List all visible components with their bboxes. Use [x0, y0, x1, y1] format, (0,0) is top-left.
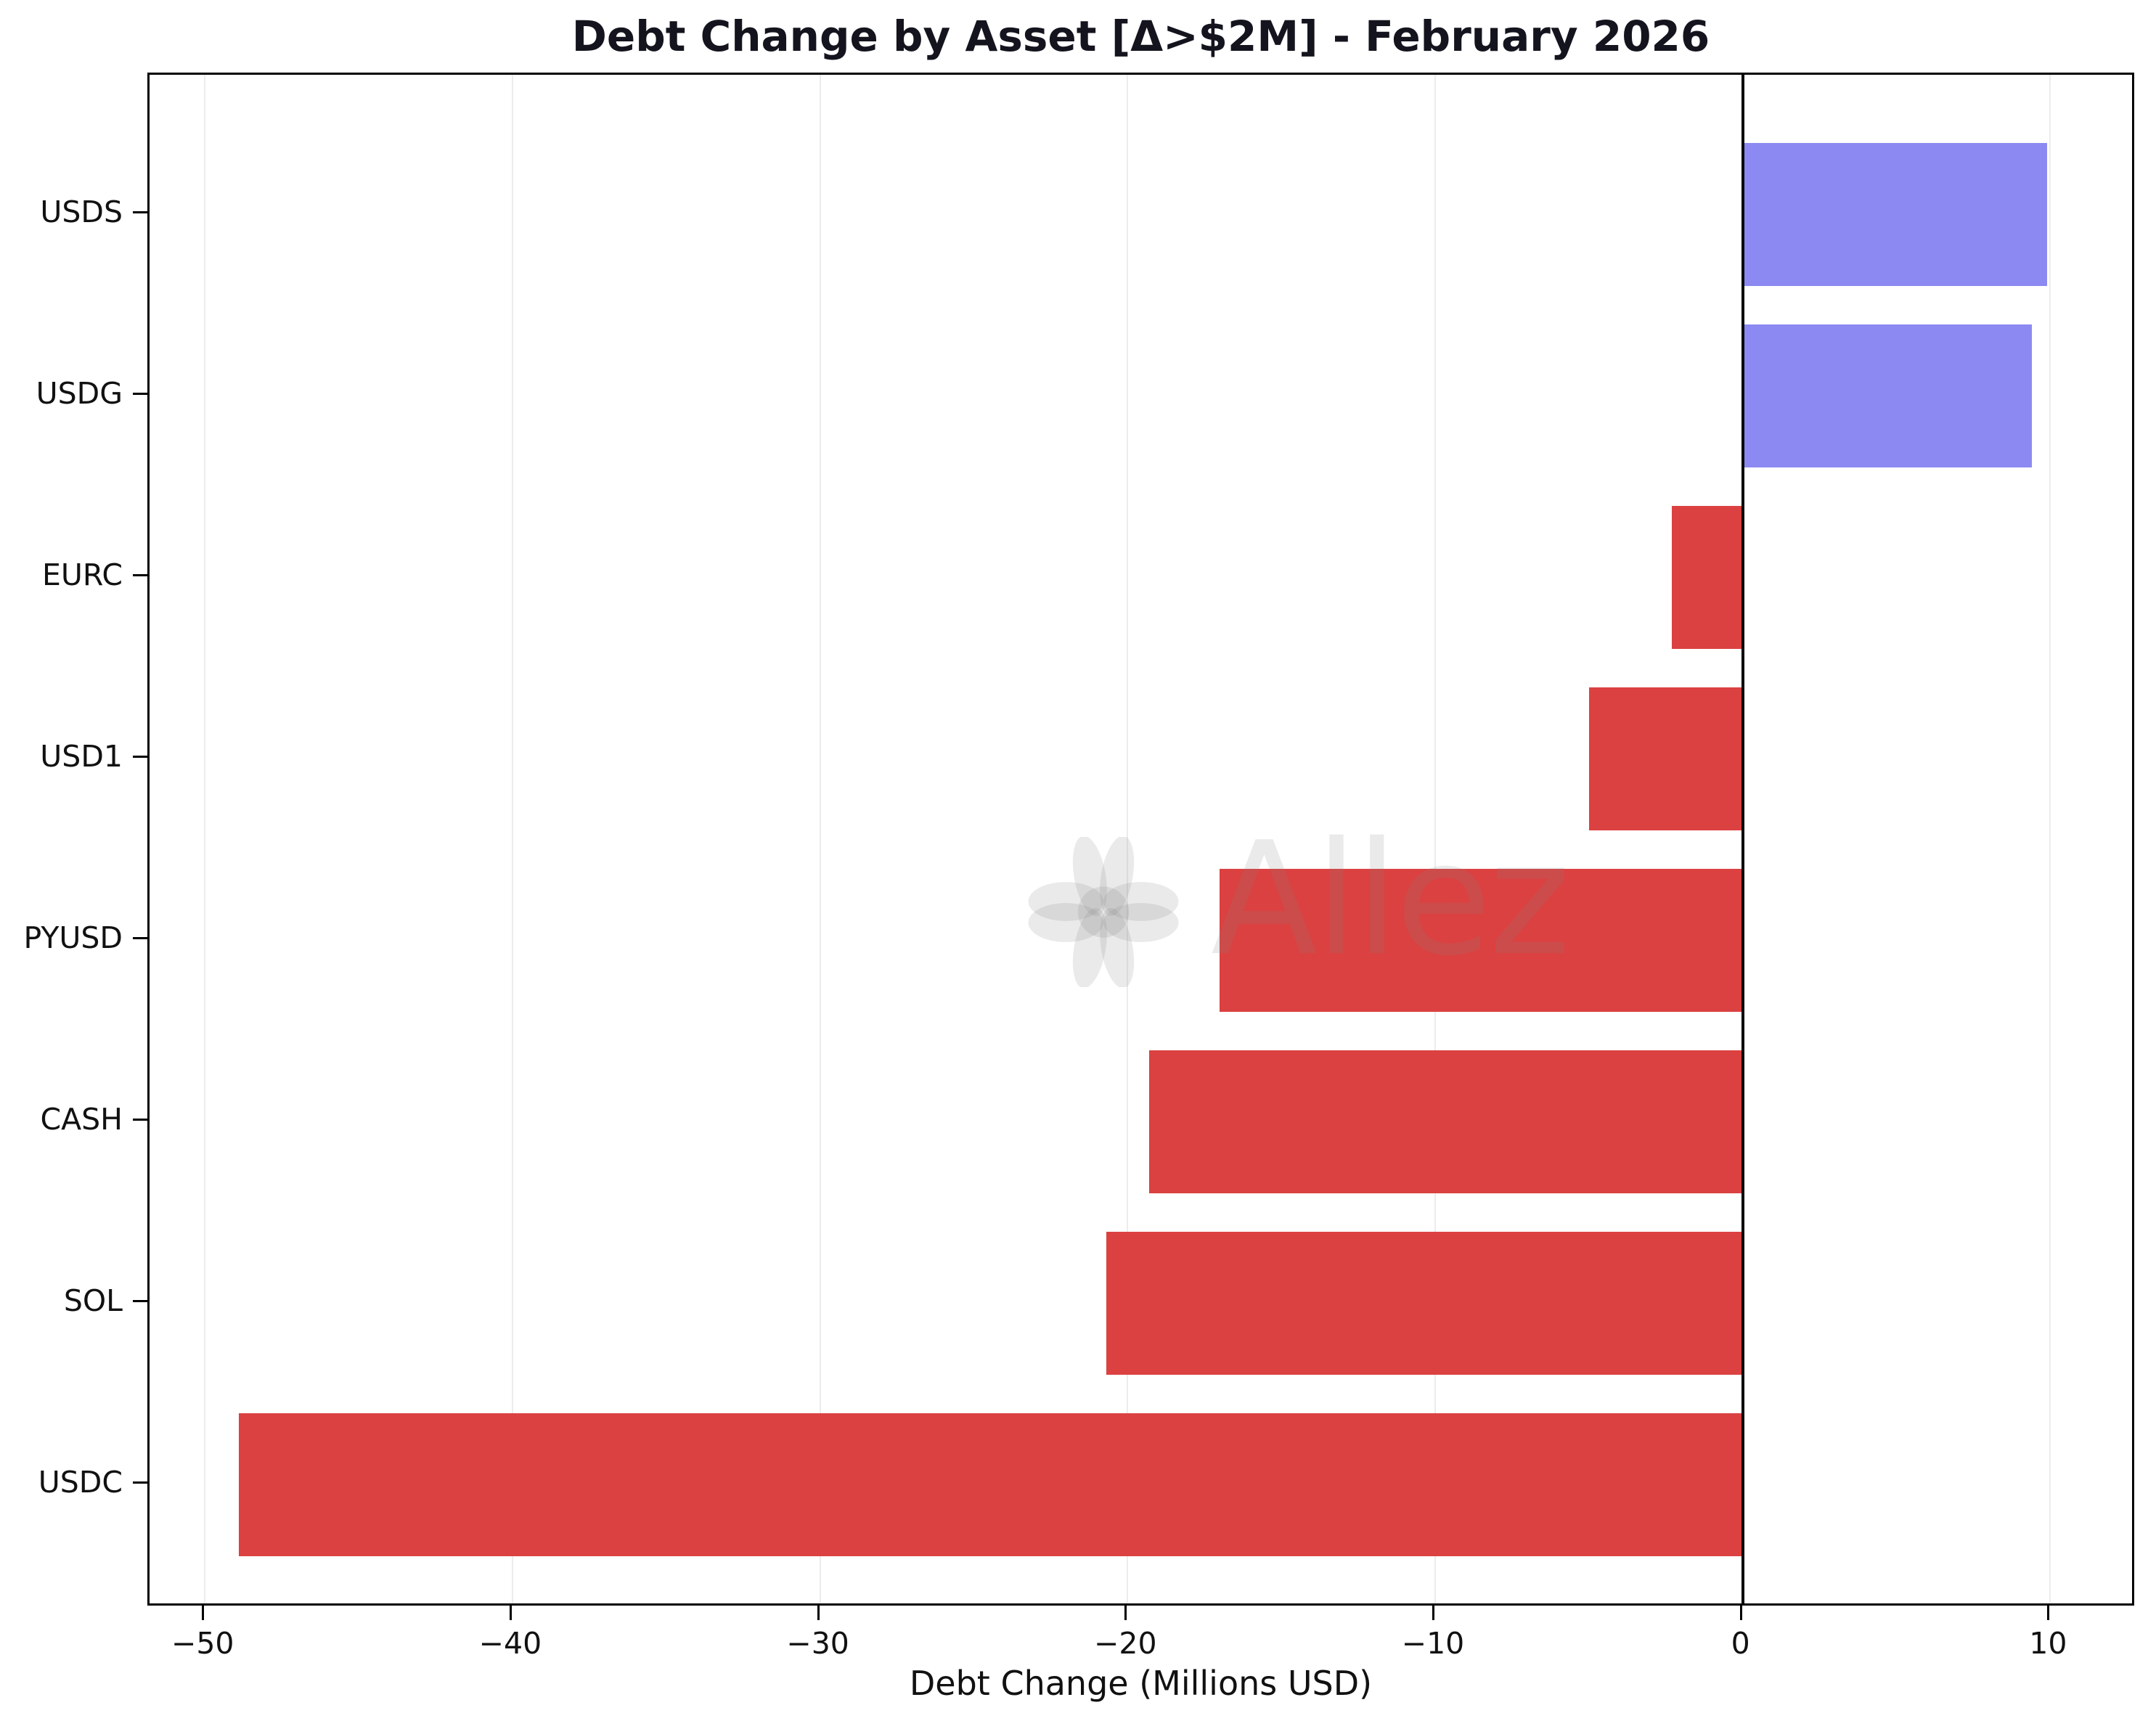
bar-usd1	[1588, 687, 1743, 830]
y-tick-label-usdg: USDG	[36, 376, 123, 411]
gridline-x--10	[1434, 75, 1436, 1603]
gridline-x--20	[1127, 75, 1129, 1603]
x-tick-label--30: −30	[786, 1626, 849, 1661]
y-tick-eurc	[133, 574, 147, 576]
bar-usdg	[1742, 324, 2032, 467]
y-tick-usdg	[133, 393, 147, 395]
y-tick-label-sol: SOL	[63, 1283, 123, 1318]
x-tick-label--20: −20	[1094, 1626, 1157, 1661]
y-tick-label-usds: USDS	[40, 195, 123, 229]
y-tick-label-usdc: USDC	[38, 1465, 123, 1500]
y-tick-label-usd1: USD1	[40, 739, 123, 774]
chart-title: Debt Change by Asset [Δ>$2M] - February …	[571, 12, 1710, 61]
gridline-x-10	[2049, 75, 2051, 1603]
bar-usdc	[238, 1413, 1743, 1556]
x-tick--10	[1432, 1606, 1434, 1620]
y-tick-pyusd	[133, 937, 147, 939]
y-tick-cash	[133, 1119, 147, 1121]
y-tick-label-cash: CASH	[40, 1102, 123, 1137]
x-tick-label--40: −40	[478, 1626, 542, 1661]
y-tick-usds	[133, 211, 147, 213]
plot-area: Allez	[147, 73, 2134, 1606]
y-tick-label-pyusd: PYUSD	[23, 920, 123, 955]
bar-eurc	[1672, 505, 1743, 649]
flower-logo-icon	[1028, 837, 1179, 987]
y-tick-usd1	[133, 756, 147, 758]
x-axis-label: Debt Change (Millions USD)	[909, 1664, 1373, 1703]
x-tick--20	[1124, 1606, 1127, 1620]
bar-sol	[1106, 1231, 1743, 1375]
x-tick--30	[817, 1606, 820, 1620]
gridline-x--30	[819, 75, 821, 1603]
x-tick-0	[1739, 1606, 1742, 1620]
x-tick--50	[202, 1606, 205, 1620]
gridline-x--40	[511, 75, 513, 1603]
y-tick-usdc	[133, 1481, 147, 1484]
gridline-x--50	[204, 75, 206, 1603]
y-tick-label-eurc: EURC	[42, 557, 123, 592]
y-tick-sol	[133, 1300, 147, 1302]
x-tick--40	[509, 1606, 512, 1620]
zero-line	[1741, 75, 1744, 1603]
x-tick-10	[2047, 1606, 2050, 1620]
x-tick-label-10: 10	[2029, 1626, 2067, 1661]
x-tick-label-0: 0	[1731, 1626, 1750, 1661]
bar-usds	[1742, 142, 2048, 286]
bar-cash	[1148, 1050, 1743, 1193]
x-tick-label--50: −50	[171, 1626, 234, 1661]
x-tick-label--10: −10	[1401, 1626, 1465, 1661]
bar-pyusd	[1220, 868, 1743, 1012]
